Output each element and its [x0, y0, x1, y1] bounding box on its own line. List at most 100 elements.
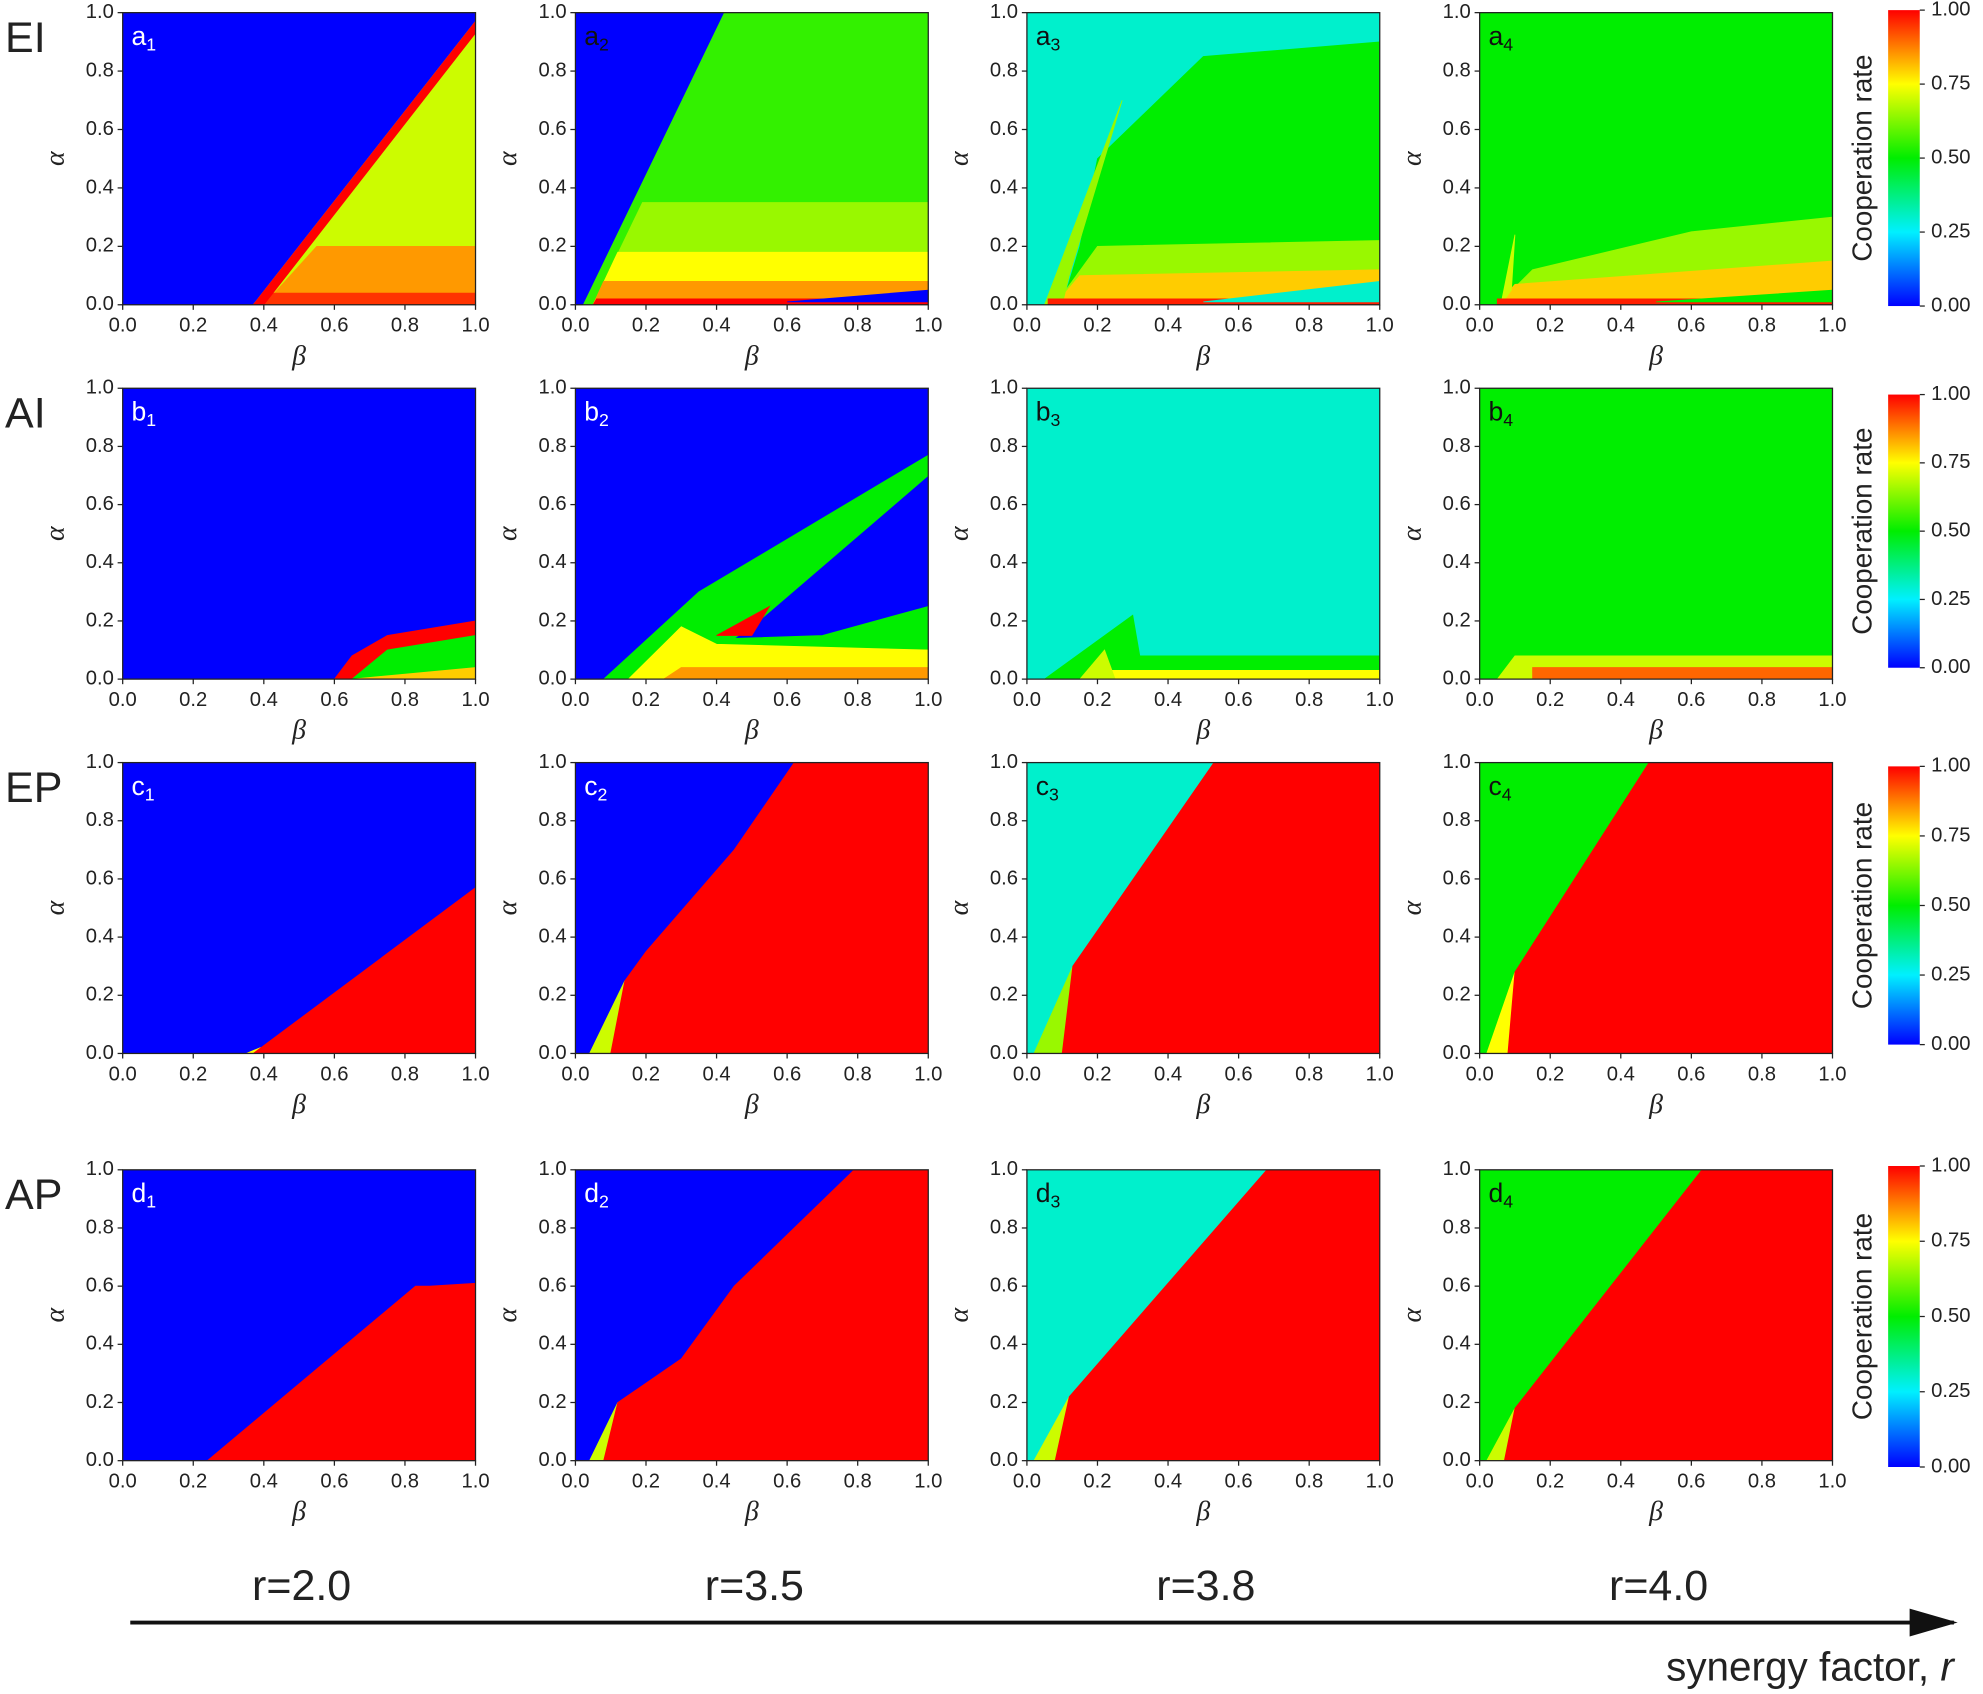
y-tick-label: 0.4: [538, 1333, 566, 1355]
x-tick-label: 0.6: [1225, 315, 1253, 337]
colorbar-tick-label: 0.50: [1931, 894, 1970, 916]
heatmap-region: [1500, 234, 1516, 305]
x-tick-label: 0.8: [1748, 1471, 1776, 1493]
y-tick-label: 0.0: [1443, 293, 1471, 315]
x-tick-label: 0.8: [391, 1063, 419, 1085]
x-tick-label: 0.6: [1677, 1471, 1705, 1493]
panel-frame: [122, 12, 477, 306]
panel-label-index: 1: [146, 410, 156, 430]
y-tick-label: 0.2: [1443, 235, 1471, 257]
x-axis-label: β: [291, 340, 306, 371]
colorbar-tick-label: 0.00: [1931, 1033, 1970, 1055]
y-tick-label: 0.0: [1443, 1042, 1471, 1064]
column-label: r=3.8: [1156, 1562, 1255, 1610]
y-tick-label: 1.0: [990, 377, 1018, 399]
y-axis-label: α: [1396, 525, 1427, 541]
heatmap-regions: [122, 12, 476, 305]
y-tick-label: 0.4: [86, 1333, 114, 1355]
x-tick-label: 0.4: [703, 1471, 731, 1493]
x-tick-label: 0.8: [1748, 689, 1776, 711]
panel-frame: [574, 387, 929, 680]
x-tick-label: 0.8: [1295, 689, 1323, 711]
colorbar-tick-label: 0.00: [1931, 294, 1970, 316]
y-tick-label: 0.8: [990, 1216, 1018, 1238]
row-label: AI: [5, 389, 46, 437]
heatmap-region: [716, 605, 771, 636]
y-tick-label: 0.2: [86, 609, 114, 631]
panel-frame: [1026, 761, 1381, 1055]
y-tick-label: 0.6: [990, 867, 1018, 889]
heatmap-region: [1503, 1169, 1833, 1461]
x-tick-label: 0.4: [703, 315, 731, 337]
panel-label-index: 4: [1502, 784, 1512, 804]
heatmap-region: [1043, 614, 1380, 680]
heatmap-regions: [1026, 762, 1380, 1054]
heatmap-region: [1203, 281, 1380, 303]
x-tick-label: 0.6: [773, 1063, 801, 1085]
y-tick-label: 0.6: [1443, 867, 1471, 889]
x-tick-label: 0.8: [844, 315, 872, 337]
x-axis-label: β: [291, 1496, 306, 1527]
heatmap-region: [351, 667, 476, 680]
y-tick-label: 1.0: [1443, 1158, 1471, 1180]
x-tick-label: 0.6: [320, 1471, 348, 1493]
panel-label-letter: a: [132, 21, 147, 51]
x-tick-label: 0.4: [1154, 689, 1182, 711]
heatmap-region: [575, 388, 929, 680]
heatmap-region: [1026, 388, 1380, 680]
panel-label: d2: [584, 1178, 609, 1211]
x-tick-label: 0.4: [1607, 1471, 1635, 1493]
x-tick-label: 0.8: [1295, 1063, 1323, 1085]
colorbar-tick-label: 0.75: [1931, 72, 1970, 94]
panel-frame: [1026, 12, 1381, 306]
y-tick-label: 0.6: [538, 118, 566, 140]
x-tick-label: 0.6: [1225, 1063, 1253, 1085]
heatmap-panel: 0.0 0.2 0.4 0.6 0.8 1.0 0.0 0.2 0.4 0.6 0.8 1.0 β α d1: [39, 1158, 489, 1527]
heatmap-panel: 0.0 0.2 0.4 0.6 0.8 1.0 0.0 0.2 0.4 0.6 0.8 1.0 β α b3: [944, 377, 1394, 746]
x-tick-label: 1.0: [914, 689, 942, 711]
y-tick-label: 0.2: [538, 235, 566, 257]
r-arrowhead: [1909, 1608, 1958, 1637]
x-tick-label: 0.6: [1677, 689, 1705, 711]
heatmap-region: [1479, 388, 1833, 680]
panel-label-index: 3: [1049, 784, 1059, 804]
x-tick-label: 1.0: [461, 1063, 489, 1085]
panel-label-letter: d: [132, 1178, 147, 1208]
y-tick-label: 1.0: [1443, 1, 1471, 23]
y-tick-label: 0.6: [86, 493, 114, 515]
x-tick-label: 0.4: [1154, 315, 1182, 337]
x-tick-label: 0.2: [1536, 1471, 1564, 1493]
panel-label-index: 3: [1051, 1191, 1061, 1211]
y-tick-label: 1.0: [1443, 751, 1471, 773]
x-tick-label: 0.4: [250, 689, 278, 711]
y-tick-label: 0.4: [86, 176, 114, 198]
y-tick-label: 0.6: [990, 493, 1018, 515]
panel-label: d4: [1489, 1178, 1514, 1211]
x-tick-label: 0.0: [1013, 1471, 1041, 1493]
x-tick-label: 0.0: [1013, 689, 1041, 711]
x-tick-label: 0.8: [844, 1471, 872, 1493]
y-tick-label: 0.2: [538, 1391, 566, 1413]
x-tick-label: 1.0: [461, 689, 489, 711]
panel-label-letter: c: [1036, 771, 1049, 801]
colorbar-tick-label: 0.25: [1931, 588, 1970, 610]
colorbar-tick-label: 0.75: [1931, 451, 1970, 473]
heatmap-panel: 0.0 0.2 0.4 0.6 0.8 1.0 0.0 0.2 0.4 0.6 0.8 1.0 β α a3: [944, 1, 1394, 371]
x-tick-label: 0.0: [109, 1471, 137, 1493]
x-tick-label: 1.0: [461, 315, 489, 337]
panel-frame: [574, 12, 929, 306]
y-tick-label: 1.0: [86, 377, 114, 399]
colorbar-tick-label: 0.50: [1931, 146, 1970, 168]
colorbar-tick-label: 0.25: [1931, 963, 1970, 985]
x-axis-label: β: [291, 1089, 306, 1120]
x-tick-label: 0.6: [1677, 315, 1705, 337]
heatmap-region: [122, 388, 476, 680]
panel-label-letter: c: [584, 771, 597, 801]
y-tick-label: 0.0: [990, 1449, 1018, 1471]
y-tick-label: 0.8: [1443, 59, 1471, 81]
x-tick-label: 0.8: [1295, 315, 1323, 337]
y-tick-label: 0.6: [86, 118, 114, 140]
heatmap-regions: [1026, 1169, 1380, 1461]
x-tick-label: 0.0: [1013, 315, 1041, 337]
heatmap-region: [627, 626, 929, 680]
